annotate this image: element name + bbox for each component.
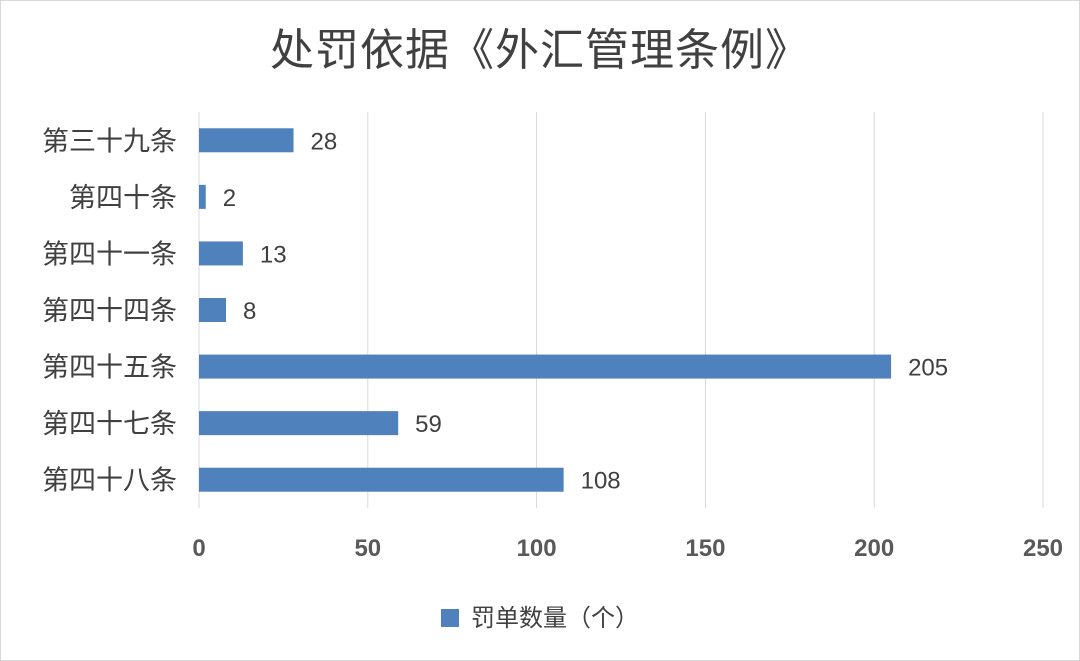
category-label: 第四十一条 <box>42 239 177 270</box>
data-label: 59 <box>415 411 442 438</box>
bar <box>199 298 227 322</box>
data-label: 13 <box>260 241 287 268</box>
category-label: 第四十八条 <box>42 466 177 497</box>
data-label: 2 <box>223 185 236 212</box>
data-label: 108 <box>581 468 621 495</box>
bar <box>199 411 399 436</box>
chart-title: 处罚依据《外汇管理条例》 <box>270 25 810 76</box>
category-label: 第四十五条 <box>42 353 177 384</box>
x-tick-label: 100 <box>517 535 557 562</box>
category-label: 第四十四条 <box>42 296 177 327</box>
x-tick-label: 200 <box>854 535 894 562</box>
x-tick-label: 50 <box>354 535 381 562</box>
category-label: 第四十七条 <box>42 409 177 440</box>
category-label: 第三十九条 <box>42 126 177 157</box>
data-label: 28 <box>311 128 338 155</box>
legend-label: 罚单数量（个） <box>471 604 639 632</box>
bar <box>199 184 206 209</box>
bar <box>199 128 294 153</box>
x-tick-label: 250 <box>1023 535 1063 562</box>
bar <box>199 241 243 266</box>
legend: 罚单数量（个） <box>0 598 1080 633</box>
bar <box>199 354 892 379</box>
x-tick-label: 0 <box>192 535 205 562</box>
x-tick-label: 150 <box>685 535 725 562</box>
bar <box>199 467 564 492</box>
legend-swatch <box>441 609 459 627</box>
data-label: 205 <box>908 355 948 382</box>
category-label: 第四十条 <box>69 183 177 214</box>
data-label: 8 <box>243 298 256 325</box>
